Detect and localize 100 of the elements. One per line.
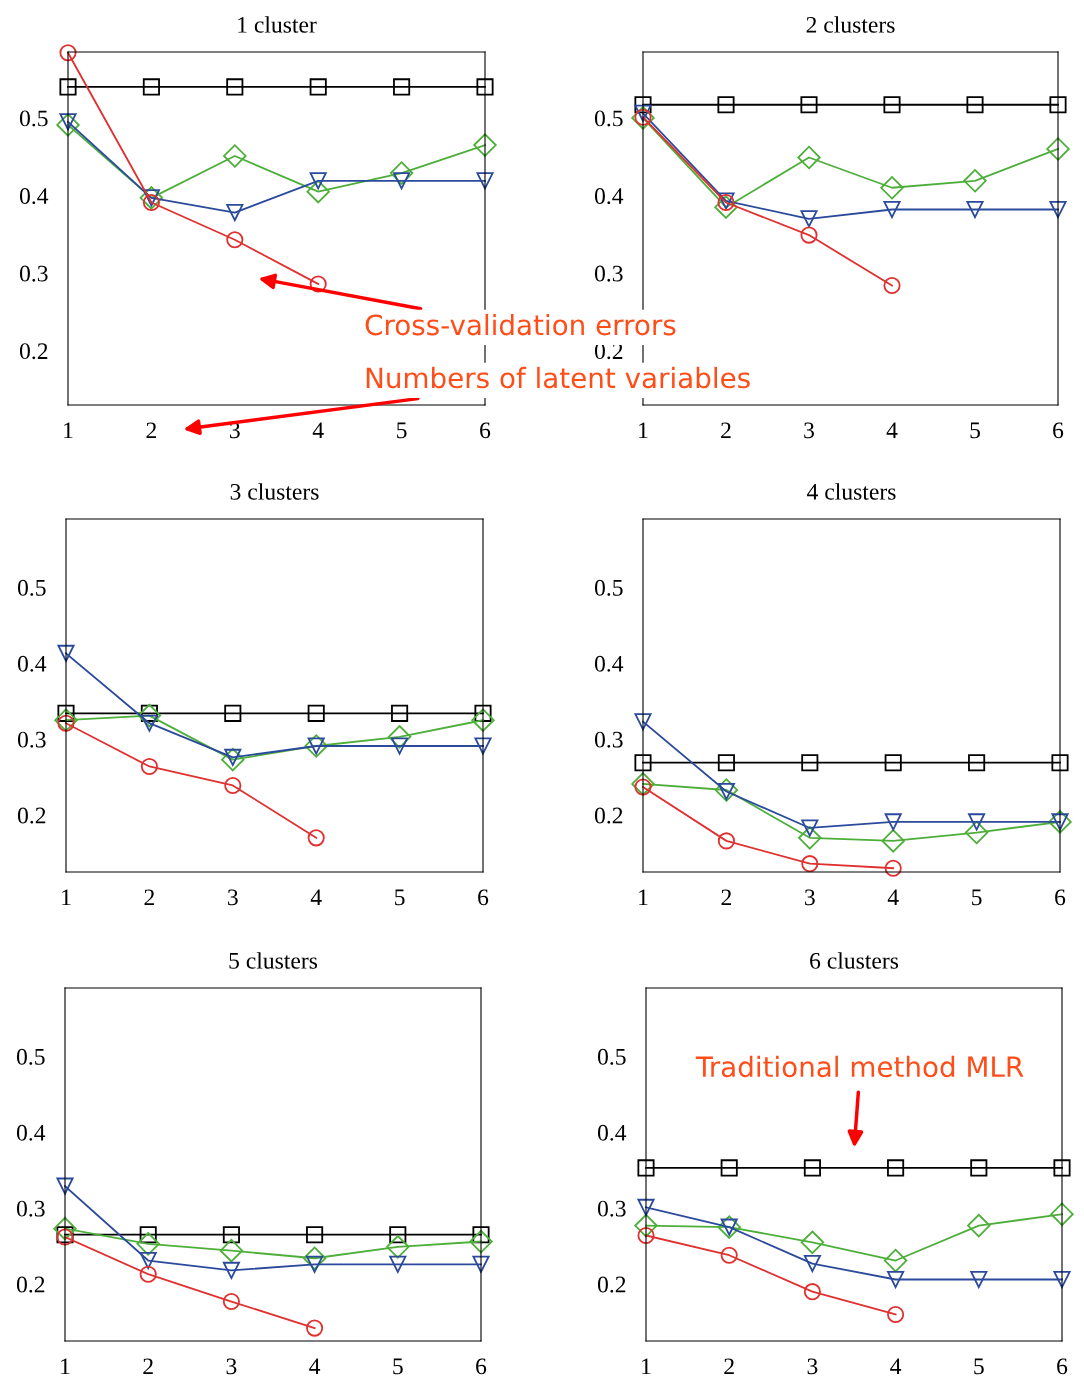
point xyxy=(798,826,822,850)
annotation: Numbers of latent variables xyxy=(366,366,750,389)
point xyxy=(226,231,244,249)
annotation: Cross-validation errors xyxy=(365,313,676,336)
point xyxy=(968,754,986,772)
x-tick-label: 6 xyxy=(1053,422,1064,439)
point xyxy=(634,754,652,772)
point xyxy=(222,1261,240,1279)
x-tick-label: 1 xyxy=(639,889,648,906)
point xyxy=(222,1226,240,1244)
point xyxy=(634,1213,658,1238)
x-tick-label: 2 xyxy=(144,889,154,906)
y-tick-label: 0.5 xyxy=(597,1048,626,1065)
point xyxy=(801,855,819,873)
y-tick-label: 0.2 xyxy=(19,343,48,360)
x-tick-label: 2 xyxy=(724,1358,734,1375)
point xyxy=(883,96,901,114)
point xyxy=(469,1229,493,1254)
y-tick-label: 0.4 xyxy=(594,655,624,672)
point xyxy=(142,78,160,96)
point xyxy=(801,754,819,772)
x-tick-label: 2 xyxy=(721,889,731,906)
point xyxy=(1049,200,1067,219)
point xyxy=(309,275,327,293)
point xyxy=(963,169,987,193)
x-tick-label: 4 xyxy=(890,1358,902,1375)
chart-title: 5 clusters xyxy=(229,952,318,969)
point xyxy=(222,1292,240,1311)
point xyxy=(53,1216,77,1241)
y-tick-label: 0.4 xyxy=(594,188,624,205)
point xyxy=(136,1232,160,1256)
y-tick-label: 0.4 xyxy=(19,188,49,205)
point xyxy=(391,737,409,755)
point xyxy=(883,200,901,219)
point xyxy=(887,1159,905,1177)
x-tick-label: 1 xyxy=(62,889,71,906)
x-tick-label: 4 xyxy=(886,422,898,439)
x-tick-label: 1 xyxy=(64,422,73,439)
point xyxy=(307,704,325,722)
point xyxy=(306,179,330,204)
point xyxy=(57,644,75,662)
point xyxy=(883,276,901,295)
chart-title: 4 clusters xyxy=(807,483,896,500)
point xyxy=(476,172,494,190)
point xyxy=(800,226,818,244)
x-tick-label: 3 xyxy=(226,1358,237,1375)
point xyxy=(389,161,414,185)
x-tick-label: 5 xyxy=(397,422,407,439)
x-tick-label: 5 xyxy=(974,1358,984,1375)
x-tick-label: 4 xyxy=(887,889,899,906)
y-tick-label: 0.3 xyxy=(16,1200,45,1217)
chart-title: 3 clusters xyxy=(230,483,319,500)
point xyxy=(717,832,735,850)
point xyxy=(307,829,325,847)
y-tick-label: 0.5 xyxy=(594,579,623,596)
point xyxy=(1046,137,1070,161)
point xyxy=(803,1283,821,1301)
point xyxy=(306,1319,324,1337)
y-tick-label: 0.2 xyxy=(17,807,46,824)
point xyxy=(884,859,902,877)
x-tick-label: 3 xyxy=(228,889,238,906)
point xyxy=(884,754,902,772)
y-tick-label: 0.5 xyxy=(594,110,623,127)
point xyxy=(883,1248,908,1273)
y-tick-label: 0.5 xyxy=(16,1048,45,1065)
point xyxy=(224,776,242,795)
point xyxy=(800,1230,825,1255)
point xyxy=(389,1226,407,1244)
point xyxy=(1053,1270,1071,1289)
y-tick-label: 0.5 xyxy=(17,579,46,596)
y-tick-label: 0.4 xyxy=(16,1124,46,1141)
point xyxy=(59,44,77,62)
point xyxy=(56,113,80,137)
x-tick-label: 1 xyxy=(639,422,648,439)
point xyxy=(800,96,818,114)
x-tick-label: 6 xyxy=(480,422,491,439)
point xyxy=(637,1159,655,1177)
point xyxy=(881,829,905,853)
x-tick-label: 2 xyxy=(146,422,156,439)
point xyxy=(471,708,495,732)
x-tick-label: 1 xyxy=(61,1358,70,1375)
point xyxy=(720,1159,738,1177)
point xyxy=(302,1246,327,1270)
x-tick-label: 6 xyxy=(478,889,489,906)
point xyxy=(1051,754,1069,772)
point xyxy=(714,195,738,219)
point xyxy=(140,757,158,776)
point xyxy=(389,1255,407,1273)
point xyxy=(634,96,652,114)
point xyxy=(226,78,244,96)
point xyxy=(797,145,821,170)
x-tick-label: 4 xyxy=(310,889,322,906)
point xyxy=(887,1270,905,1289)
x-tick-label: 5 xyxy=(972,889,982,906)
x-tick-label: 3 xyxy=(804,422,814,439)
x-tick-label: 5 xyxy=(393,1358,403,1375)
point xyxy=(309,78,327,96)
x-tick-label: 1 xyxy=(642,1358,651,1375)
x-tick-label: 6 xyxy=(476,1358,487,1375)
point xyxy=(391,704,409,722)
